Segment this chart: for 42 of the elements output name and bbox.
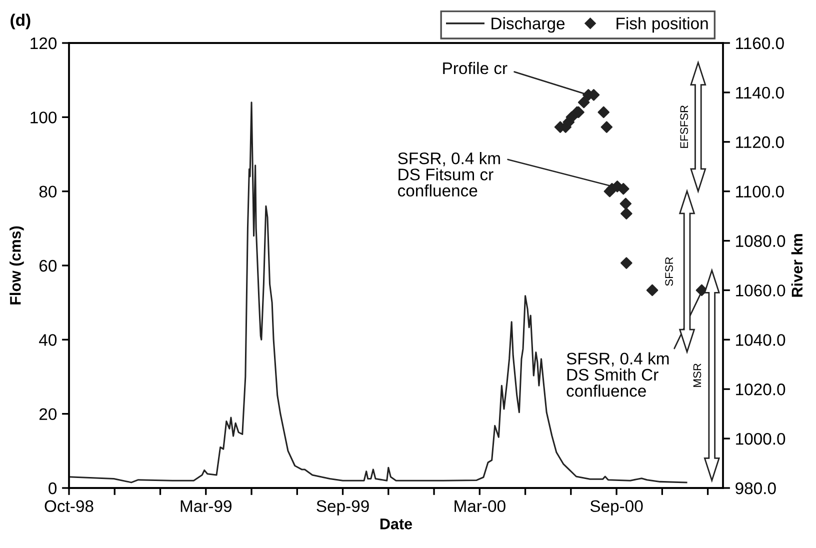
y-tick-label: 120 [30,37,57,50]
y-tick-label: 40 [39,334,57,346]
y2-tick-label: 1000.0 [736,432,786,445]
y2-tick-label: 1100.0 [736,186,784,198]
annotation: Profile cr [443,62,508,74]
point [600,121,613,133]
point [620,208,632,220]
line-series [69,102,688,484]
annotation: SFSR, 0.4 km DS Fitsum cr confluence [398,152,500,197]
y2-tick-label: 1020.0 [736,384,786,396]
x-tick-label: Mar-99 [180,500,232,512]
point [578,96,590,108]
y-tick-label: 80 [39,186,57,198]
y-tick-label: 20 [39,408,57,420]
y-tick-label: 0 [48,482,57,494]
y-tick-label: 100 [30,112,57,124]
x-axis-title: Date [380,518,412,530]
y2-tick-label: 1160.0 [736,37,784,50]
y-axis-title: Flow (cms) [10,226,24,304]
point [646,284,658,296]
y2-tick-label: 1040.0 [736,334,786,346]
legend-label: Discharge [492,17,565,33]
y2-tick-label: 1080.0 [736,235,786,247]
x-tick-label: Sep-00 [590,500,643,516]
x-tick-label: Mar-00 [454,500,506,512]
annotation: SFSR, 0.4 km DS Smith Cr confluence [566,352,669,397]
annotation: MSR [693,364,702,387]
y2-tick-label: 1140.0 [736,86,784,99]
y2-tick-label: 1060.0 [736,284,786,296]
point [620,198,632,210]
y2-axis-title: River km [791,234,803,297]
x-tick-label: Sep-99 [316,500,369,516]
x-tick-label: Oct-98 [44,500,94,512]
y2-tick-label: 1120.0 [736,136,784,148]
y2-tick-label: 980.0 [736,482,776,494]
point [598,106,610,118]
annotation: SFSR [665,257,674,286]
annotation: EFSFSR [680,105,688,148]
y-tick-label: 60 [40,260,57,272]
legend-label: Fish position [616,17,708,33]
point [620,257,632,269]
chart-title: (d) [10,14,30,30]
